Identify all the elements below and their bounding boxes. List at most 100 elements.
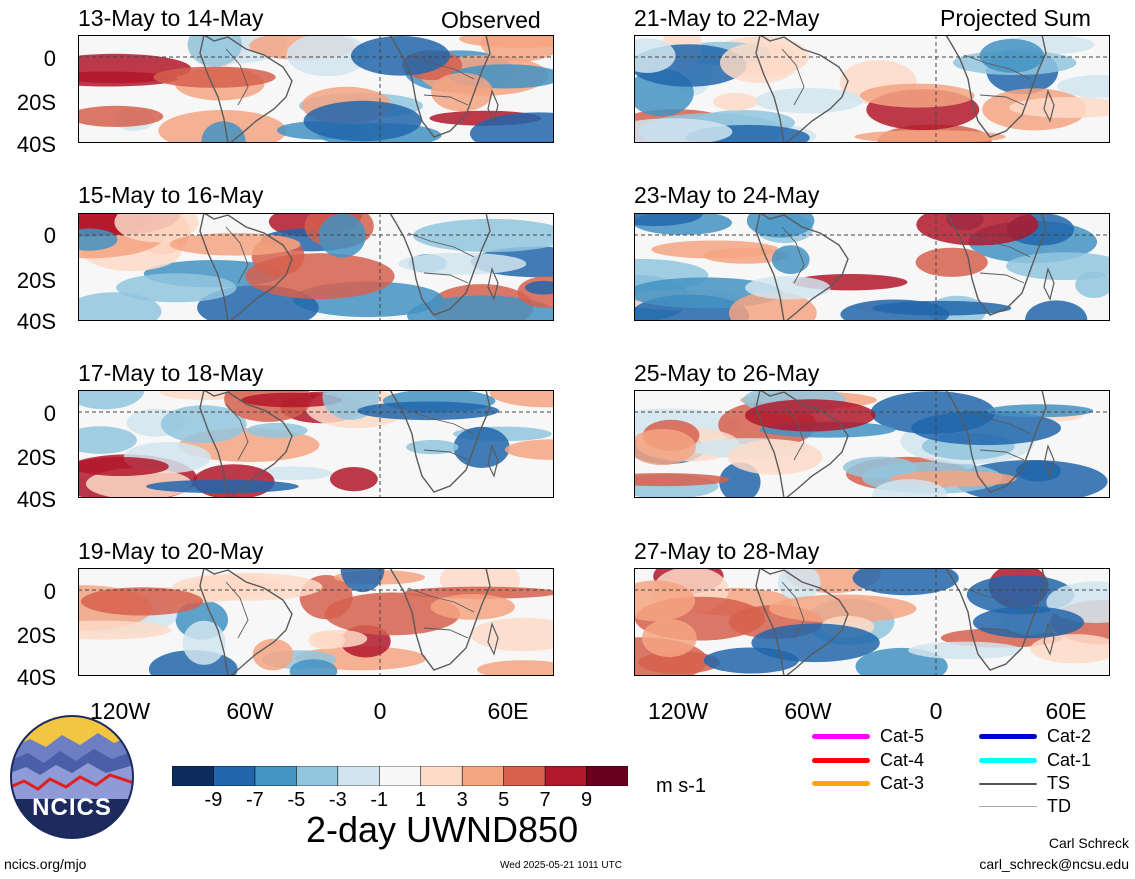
anomaly-patch — [78, 228, 118, 251]
anomaly-patch — [188, 575, 281, 596]
legend-cat2: Cat-2 — [979, 725, 1129, 747]
anomaly-patch — [911, 410, 1061, 446]
anomaly-patch — [431, 72, 493, 112]
colorbar-bin — [172, 766, 215, 786]
anomaly-patch — [842, 456, 917, 479]
colorbar — [172, 766, 628, 786]
colorbar-bin — [296, 766, 339, 786]
anomaly-patch — [915, 247, 988, 277]
colorbar-bin — [337, 766, 381, 786]
anomaly-patch — [1075, 271, 1110, 298]
legend-swatch — [812, 758, 870, 763]
anomaly-patch — [504, 439, 554, 460]
colorbar-bin — [461, 766, 505, 786]
anomaly-patch — [634, 213, 703, 226]
y-label-40s: 40S — [16, 309, 56, 334]
anomaly-patch — [1005, 252, 1110, 280]
anomaly-patch — [745, 276, 831, 300]
units-label: m s-1 — [656, 775, 706, 797]
legend-cat5: Cat-5 — [812, 725, 962, 747]
colorbar-tick: 7 — [539, 789, 551, 811]
legend-swatch — [979, 758, 1037, 763]
anomaly-patch — [78, 390, 145, 410]
panel-title-proj-3: 25-May to 26-May — [634, 360, 820, 386]
legend-swatch — [979, 806, 1037, 807]
legend-swatch — [812, 781, 870, 786]
panel-title-obs-4: 19-May to 20-May — [78, 538, 264, 564]
logo-text: NCICS — [32, 794, 112, 821]
colorbar-tick: 5 — [498, 789, 510, 811]
anomaly-patch — [744, 399, 876, 432]
chart-title: 2-day UWND850 — [306, 809, 579, 850]
anomaly-patch — [351, 36, 450, 76]
colorbar-bin — [213, 766, 256, 786]
x-label-120w: 120W — [647, 698, 709, 724]
anomaly-patch — [78, 457, 169, 476]
y-label-0: 0 — [43, 401, 56, 426]
anomaly-patch — [246, 422, 308, 438]
footer-author: Carl Schreck — [1048, 835, 1129, 851]
anomaly-patch — [78, 620, 172, 640]
anomaly-patch — [453, 426, 510, 468]
anomaly-patch — [854, 130, 1006, 143]
y-label-20s: 20S — [16, 268, 56, 293]
anomaly-patch — [1009, 97, 1110, 118]
anomaly-patch — [489, 390, 554, 408]
anomaly-patch — [634, 118, 733, 143]
anomaly-patch — [840, 299, 950, 321]
anomaly-patch — [986, 404, 1094, 418]
footer-url[interactable]: ncics.org/mjo — [4, 856, 87, 872]
anomaly-patch — [979, 38, 1045, 73]
anomaly-patch — [340, 568, 385, 593]
anomaly-patch — [872, 479, 947, 498]
anomaly-patch — [916, 213, 1039, 246]
y-label-20s: 20S — [16, 623, 56, 648]
x-label-0: 0 — [373, 698, 387, 724]
panel-title-obs-2: 15-May to 16-May — [78, 182, 264, 208]
anomaly-patch — [480, 35, 554, 62]
y-label-20s: 20S — [16, 90, 56, 115]
legend-swatch — [812, 734, 870, 739]
anomaly-patch — [634, 580, 696, 622]
map-panel-obs-3 — [78, 390, 554, 498]
colorbar-tick: 9 — [580, 789, 593, 811]
projected-sum-label: Projected Sum — [940, 5, 1091, 31]
anomaly-patch — [852, 568, 959, 596]
anomaly-patch — [330, 467, 378, 492]
anomaly-patch — [286, 35, 369, 77]
legend-swatch — [979, 783, 1037, 785]
anomaly-patch — [357, 401, 500, 421]
x-label-120w: 120W — [89, 698, 151, 724]
anomaly-patch — [182, 620, 226, 665]
anomaly-patch — [641, 619, 697, 658]
anomaly-patch — [289, 659, 338, 676]
y-label-20s: 20S — [16, 445, 56, 470]
anomaly-patch — [78, 426, 137, 454]
anomaly-patch — [634, 38, 676, 73]
footer-email[interactable]: carl_schreck@ncsu.edu — [979, 856, 1129, 872]
anomaly-patch — [308, 630, 346, 650]
colorbar-bin — [378, 766, 422, 786]
colorbar-tick: 3 — [456, 789, 468, 811]
anomaly-patch — [469, 112, 554, 143]
anomaly-patch — [751, 623, 880, 663]
anomaly-patch — [303, 100, 422, 142]
legend-td: TD — [979, 795, 1129, 817]
anomaly-patch — [859, 83, 975, 108]
anomaly-patch — [1015, 460, 1062, 482]
x-label-60e: 60E — [1045, 698, 1087, 724]
colorbar-bin — [420, 766, 463, 786]
anomaly-patch — [525, 280, 554, 295]
anomaly-patch — [78, 105, 164, 127]
anomaly-patch — [146, 479, 299, 494]
anomaly-patch — [318, 213, 366, 258]
colorbar-bin — [503, 766, 546, 786]
colorbar-bin — [586, 766, 628, 786]
panel-title-obs-1: 13-May to 14-May — [78, 5, 264, 31]
map-panel-proj-3 — [634, 390, 1110, 498]
anomaly-patch — [754, 88, 863, 114]
anomaly-patch — [398, 252, 527, 275]
map-panel-proj-4 — [634, 568, 1110, 676]
legend-cat4: Cat-4 — [812, 749, 962, 771]
anomaly-patch — [651, 240, 780, 259]
